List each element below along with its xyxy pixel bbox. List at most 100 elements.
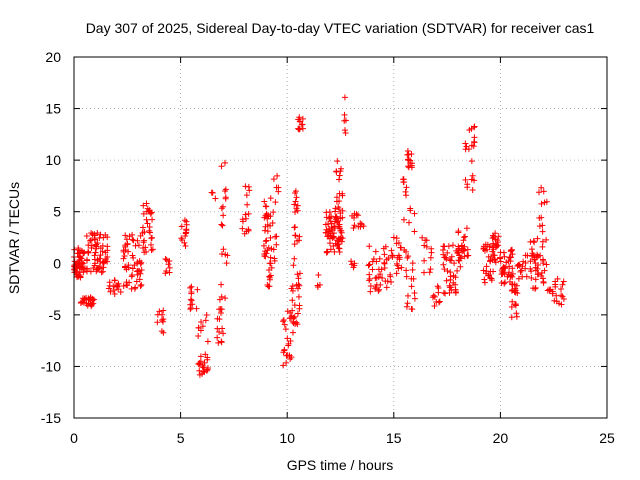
data-point xyxy=(324,233,331,240)
data-point xyxy=(123,236,130,243)
data-point xyxy=(166,269,173,276)
data-point xyxy=(509,265,516,272)
data-point xyxy=(148,235,155,242)
data-point xyxy=(351,260,358,267)
data-point xyxy=(334,158,341,165)
data-point xyxy=(92,249,99,256)
data-point xyxy=(341,127,348,134)
data-point xyxy=(444,249,451,256)
data-point xyxy=(540,188,547,195)
data-point xyxy=(272,199,279,206)
data-point xyxy=(178,223,185,230)
data-point xyxy=(486,243,493,250)
x-tick-label: 0 xyxy=(70,430,78,446)
data-point xyxy=(143,208,150,215)
data-point xyxy=(532,284,539,291)
data-point xyxy=(540,279,547,286)
data-point xyxy=(395,252,402,259)
data-point xyxy=(376,255,383,262)
data-point xyxy=(515,275,522,282)
data-point xyxy=(105,285,112,292)
data-point xyxy=(490,268,497,275)
data-point xyxy=(261,227,268,234)
data-point xyxy=(291,302,298,309)
data-point xyxy=(188,283,195,290)
data-point xyxy=(314,283,321,290)
data-point xyxy=(501,280,508,287)
data-point xyxy=(195,332,202,339)
data-point xyxy=(280,362,287,369)
data-point xyxy=(85,242,92,249)
data-point xyxy=(245,210,252,217)
data-point xyxy=(506,263,513,270)
data-point xyxy=(289,297,296,304)
y-tick-label: 5 xyxy=(53,204,61,220)
data-point xyxy=(403,184,410,191)
data-point xyxy=(469,172,476,179)
data-point xyxy=(441,266,448,273)
data-point xyxy=(560,278,567,285)
data-point xyxy=(536,215,543,222)
data-point xyxy=(407,207,414,214)
data-point xyxy=(187,305,194,312)
data-point xyxy=(509,281,516,288)
data-point xyxy=(463,143,470,150)
data-point xyxy=(402,188,409,195)
data-point xyxy=(381,251,388,258)
data-point xyxy=(462,146,469,153)
data-point xyxy=(148,247,155,254)
data-point xyxy=(503,259,510,266)
data-point xyxy=(261,198,268,205)
data-point xyxy=(366,271,373,278)
data-point xyxy=(291,190,298,197)
data-point xyxy=(508,314,515,321)
data-point xyxy=(267,260,274,267)
data-point xyxy=(468,142,475,149)
data-point xyxy=(400,216,407,223)
data-point xyxy=(294,202,301,209)
data-point xyxy=(95,265,102,272)
data-point xyxy=(265,244,272,251)
data-point xyxy=(260,242,267,249)
data-point xyxy=(539,243,546,250)
data-point xyxy=(421,269,428,276)
data-point xyxy=(350,225,357,232)
data-point xyxy=(488,275,495,282)
x-tick-label: 10 xyxy=(279,430,295,446)
data-point xyxy=(376,286,383,293)
data-point xyxy=(296,233,303,240)
data-point xyxy=(179,236,186,243)
data-point xyxy=(196,371,203,378)
data-point xyxy=(483,268,490,275)
data-point xyxy=(404,151,411,158)
data-point xyxy=(86,237,93,244)
data-point xyxy=(558,292,565,299)
data-point xyxy=(423,237,430,244)
data-point xyxy=(122,242,129,249)
data-point xyxy=(448,253,455,260)
data-point xyxy=(411,210,418,217)
data-point xyxy=(515,262,522,269)
data-point xyxy=(367,288,374,295)
data-point xyxy=(458,255,465,262)
data-point xyxy=(330,233,337,240)
data-point xyxy=(135,242,142,249)
data-point xyxy=(326,227,333,234)
data-point xyxy=(493,241,500,248)
data-point xyxy=(218,281,225,288)
data-point xyxy=(369,266,376,273)
x-tick-label: 25 xyxy=(599,430,615,446)
data-point xyxy=(262,238,269,245)
data-point xyxy=(274,172,281,179)
data-point xyxy=(146,227,153,234)
data-point xyxy=(144,205,151,212)
data-point xyxy=(485,272,492,279)
data-point xyxy=(443,277,450,284)
data-point xyxy=(271,255,278,262)
data-point xyxy=(543,261,550,268)
data-point xyxy=(203,367,210,374)
data-point xyxy=(427,266,434,273)
data-point xyxy=(460,234,467,241)
data-point xyxy=(298,121,305,128)
